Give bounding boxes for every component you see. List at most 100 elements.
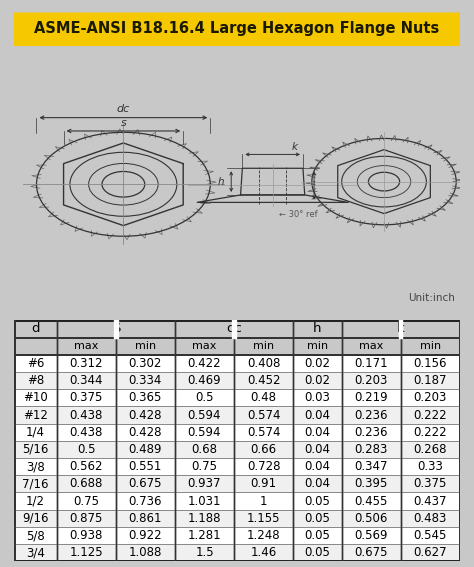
Text: min: min <box>307 341 328 351</box>
Text: 1.125: 1.125 <box>70 546 103 559</box>
Text: 0.04: 0.04 <box>304 443 330 456</box>
Text: 0.312: 0.312 <box>70 357 103 370</box>
Text: 0.187: 0.187 <box>413 374 447 387</box>
Text: min: min <box>135 341 156 351</box>
Text: 0.365: 0.365 <box>129 391 162 404</box>
Text: 0.75: 0.75 <box>191 460 218 473</box>
Text: 0.04: 0.04 <box>304 409 330 421</box>
Text: 0.236: 0.236 <box>355 409 388 421</box>
Text: 0.875: 0.875 <box>70 512 103 525</box>
Text: 0.236: 0.236 <box>355 426 388 439</box>
Text: 0.675: 0.675 <box>128 477 162 490</box>
Text: 3/4: 3/4 <box>26 546 45 559</box>
Text: 0.469: 0.469 <box>188 374 221 387</box>
Text: #10: #10 <box>23 391 48 404</box>
Text: h: h <box>313 323 322 336</box>
Text: 0.428: 0.428 <box>128 426 162 439</box>
Text: 5/8: 5/8 <box>26 529 45 542</box>
Bar <box>14 458 460 475</box>
Text: 0.04: 0.04 <box>304 426 330 439</box>
Text: 0.395: 0.395 <box>355 477 388 490</box>
Text: 0.66: 0.66 <box>251 443 277 456</box>
Text: 5/16: 5/16 <box>22 443 49 456</box>
Text: 0.438: 0.438 <box>70 409 103 421</box>
Text: 0.922: 0.922 <box>128 529 162 542</box>
FancyBboxPatch shape <box>0 12 474 46</box>
Text: max: max <box>192 341 217 351</box>
Text: 0.222: 0.222 <box>413 409 447 421</box>
Text: max: max <box>74 341 99 351</box>
Text: 1/4: 1/4 <box>26 426 45 439</box>
Bar <box>14 441 460 458</box>
Text: 0.05: 0.05 <box>304 546 330 559</box>
Bar <box>14 407 460 424</box>
Text: #12: #12 <box>23 409 48 421</box>
Text: 1.088: 1.088 <box>129 546 162 559</box>
Text: 0.04: 0.04 <box>304 460 330 473</box>
Text: 0.04: 0.04 <box>304 477 330 490</box>
Text: 0.675: 0.675 <box>355 546 388 559</box>
Text: 0.334: 0.334 <box>129 374 162 387</box>
Text: 0.551: 0.551 <box>129 460 162 473</box>
Text: k: k <box>292 142 298 153</box>
Text: ASME-ANSI B18.16.4 Large Hexagon Flange Nuts: ASME-ANSI B18.16.4 Large Hexagon Flange … <box>35 22 439 36</box>
Text: 0.344: 0.344 <box>70 374 103 387</box>
Text: 1.248: 1.248 <box>247 529 281 542</box>
Text: 0.283: 0.283 <box>355 443 388 456</box>
Text: 0.736: 0.736 <box>128 494 162 507</box>
Text: 0.728: 0.728 <box>247 460 280 473</box>
Text: 0.375: 0.375 <box>70 391 103 404</box>
Text: 0.438: 0.438 <box>70 426 103 439</box>
Text: #6: #6 <box>27 357 44 370</box>
Text: 0.627: 0.627 <box>413 546 447 559</box>
Text: 0.171: 0.171 <box>355 357 388 370</box>
Text: Unit:inch: Unit:inch <box>409 293 456 303</box>
Text: 0.428: 0.428 <box>128 409 162 421</box>
Text: 0.937: 0.937 <box>188 477 221 490</box>
Text: min: min <box>253 341 274 351</box>
Text: max: max <box>359 341 383 351</box>
Text: 0.347: 0.347 <box>355 460 388 473</box>
Text: 0.02: 0.02 <box>304 374 330 387</box>
Text: 0.455: 0.455 <box>355 494 388 507</box>
Text: d: d <box>31 323 40 336</box>
Text: 0.594: 0.594 <box>188 409 221 421</box>
Text: 0.574: 0.574 <box>247 426 280 439</box>
Text: 0.545: 0.545 <box>413 529 447 542</box>
Text: 0.861: 0.861 <box>128 512 162 525</box>
Text: 0.506: 0.506 <box>355 512 388 525</box>
Text: #8: #8 <box>27 374 44 387</box>
Text: 0.688: 0.688 <box>70 477 103 490</box>
Text: dc: dc <box>117 104 130 115</box>
Text: 7/16: 7/16 <box>22 477 49 490</box>
Text: h: h <box>218 176 225 187</box>
Text: 0.452: 0.452 <box>247 374 280 387</box>
Text: 0.68: 0.68 <box>191 443 218 456</box>
Bar <box>14 510 460 527</box>
Text: 0.483: 0.483 <box>413 512 447 525</box>
Text: 0.05: 0.05 <box>304 512 330 525</box>
Text: 0.222: 0.222 <box>413 426 447 439</box>
Text: 0.203: 0.203 <box>413 391 447 404</box>
Text: 0.562: 0.562 <box>70 460 103 473</box>
Bar <box>14 544 460 561</box>
Text: 0.569: 0.569 <box>355 529 388 542</box>
Bar <box>14 372 460 389</box>
Text: k: k <box>397 323 405 336</box>
Text: s: s <box>120 118 126 128</box>
Text: 9/16: 9/16 <box>22 512 49 525</box>
Text: 0.75: 0.75 <box>73 494 100 507</box>
Text: 1/2: 1/2 <box>26 494 45 507</box>
Text: 0.156: 0.156 <box>413 357 447 370</box>
Text: 0.219: 0.219 <box>355 391 388 404</box>
Text: 0.05: 0.05 <box>304 529 330 542</box>
Text: 0.203: 0.203 <box>355 374 388 387</box>
Text: 0.489: 0.489 <box>128 443 162 456</box>
Text: 0.268: 0.268 <box>413 443 447 456</box>
Text: 0.408: 0.408 <box>247 357 280 370</box>
Bar <box>14 475 460 493</box>
Bar <box>14 389 460 407</box>
Text: 0.33: 0.33 <box>417 460 443 473</box>
Text: 0.05: 0.05 <box>304 494 330 507</box>
Text: 0.594: 0.594 <box>188 426 221 439</box>
